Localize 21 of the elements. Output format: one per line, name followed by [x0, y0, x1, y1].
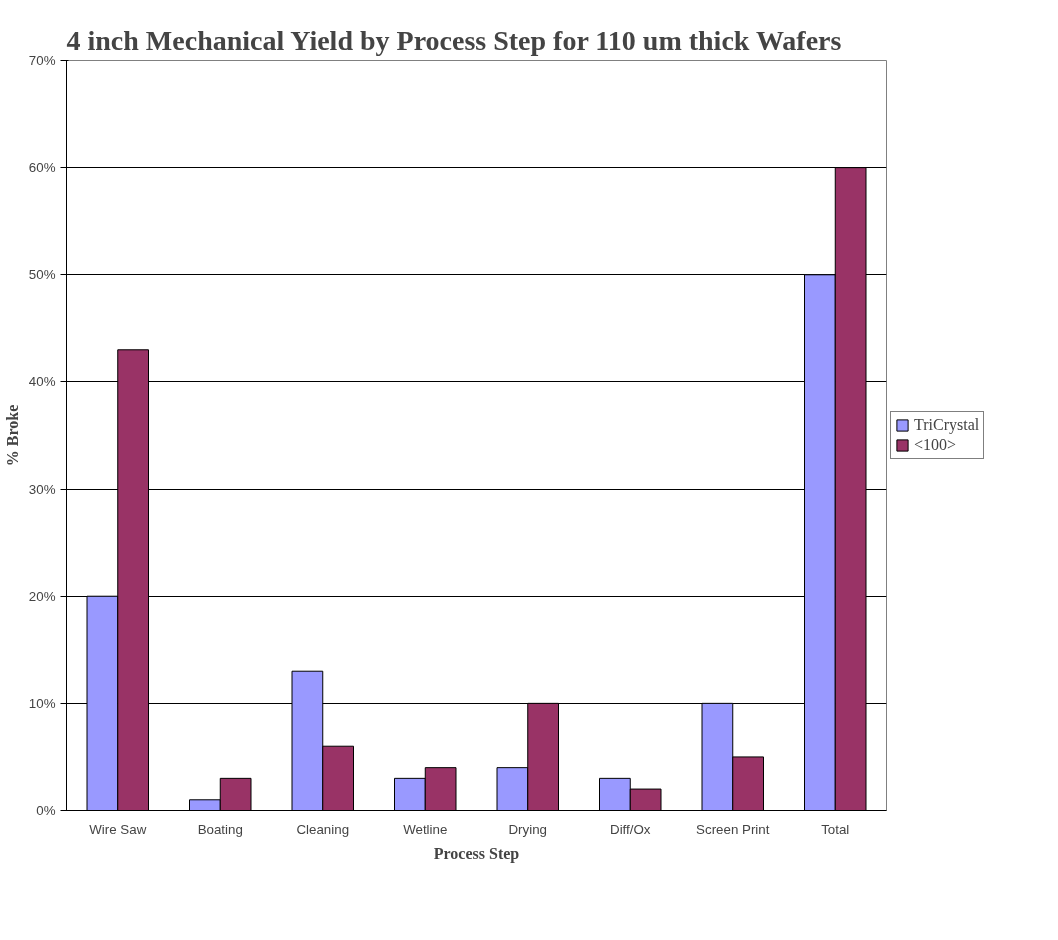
y-tick-label: 40%: [28, 374, 56, 390]
x-tick-label: Boating: [197, 821, 243, 837]
x-tick-label: Cleaning: [296, 821, 350, 837]
y-axis-title: % Broke: [3, 404, 21, 467]
y-tick-label: 30%: [28, 481, 56, 497]
y-tick-label: 50%: [28, 267, 56, 283]
x-tick-label: Total: [821, 821, 850, 837]
legend-label: TriCrystal: [914, 416, 980, 434]
y-tick-label: 60%: [28, 160, 56, 176]
x-tick-label: Screen Print: [696, 821, 770, 837]
y-tick-label: 20%: [28, 588, 56, 604]
x-tick-label: Wire Saw: [89, 821, 147, 837]
y-tick-label: 70%: [28, 53, 56, 68]
x-tick-label: Diff/Ox: [610, 821, 651, 837]
legend-label: <100>: [914, 436, 957, 454]
y-tick-label: 0%: [36, 803, 56, 818]
x-tick-label: Wetline: [403, 821, 448, 837]
chart-title: 4 inch Mechanical Yield by Process Step for 110 um thick Wafers: [66, 24, 842, 56]
x-axis-title: Process Step: [433, 844, 520, 863]
y-tick-label: 10%: [28, 695, 56, 711]
x-tick-label: Drying: [508, 821, 548, 837]
